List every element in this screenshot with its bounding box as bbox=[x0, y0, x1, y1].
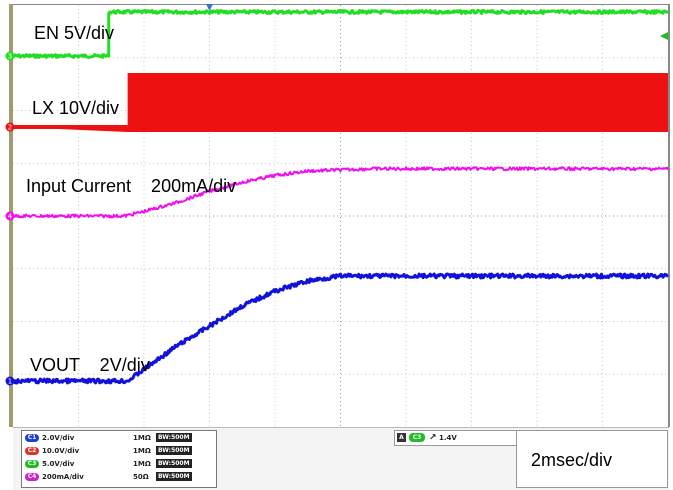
channel-scale: 10.0V/div bbox=[42, 447, 80, 455]
timebase-panel[interactable]: 2msec/div bbox=[516, 430, 668, 488]
plot-right-border bbox=[668, 4, 670, 427]
trigger-position-marker bbox=[206, 4, 213, 11]
trigger-level: 1.4V bbox=[439, 434, 457, 442]
trigger-panel[interactable]: A C3 ↗ 1.4V bbox=[394, 430, 518, 446]
rising-edge-icon: ↗ bbox=[429, 433, 437, 443]
lx-switching-band bbox=[13, 73, 668, 132]
channel-scale: 5.0V/div bbox=[42, 460, 75, 468]
channel-marker-label: 4 bbox=[8, 213, 13, 221]
bandwidth-badge: BW:500M bbox=[156, 459, 192, 468]
channel-chip-c1: C1 bbox=[25, 434, 39, 442]
channel-marker-4[interactable] bbox=[5, 211, 15, 221]
channel-chip-c3: C3 bbox=[25, 460, 39, 468]
channel-scale: 200mA/div bbox=[42, 473, 84, 481]
trigger-channel-chip: C3 bbox=[409, 433, 425, 442]
channel-row-c4[interactable]: C4 200mA/div 50Ω BW:500M bbox=[25, 472, 213, 483]
channel-scale: 2.0V/div bbox=[42, 434, 75, 442]
trigger-level-marker bbox=[660, 32, 668, 40]
channel-marker-label: 2 bbox=[8, 124, 12, 132]
trace-line-3 bbox=[12, 166, 669, 219]
channel-marker-2[interactable] bbox=[5, 122, 15, 132]
channel-impedance: 1MΩ bbox=[133, 447, 151, 455]
lx-label: LX 10V/div bbox=[32, 98, 120, 118]
channel-impedance: 1MΩ bbox=[133, 460, 151, 468]
status-bar: C1 2.0V/div 1MΩ BW:500M C2 10.0V/div 1MΩ… bbox=[13, 427, 669, 490]
channel-markers: 3 2 4 1 bbox=[5, 51, 15, 386]
lx-baseline bbox=[13, 125, 128, 129]
channel-row-c3[interactable]: C3 5.0V/div 1MΩ BW:500M bbox=[25, 459, 213, 470]
traces bbox=[11, 9, 670, 385]
vout-label: VOUT 2V/div bbox=[30, 355, 150, 375]
channel-chip-c4: C4 bbox=[25, 473, 39, 481]
channel-marker-3[interactable] bbox=[5, 51, 15, 61]
channel-impedance: 50Ω bbox=[133, 473, 149, 481]
trigger-mode-badge: A bbox=[397, 433, 406, 442]
channel-settings-panel[interactable]: C1 2.0V/div 1MΩ BW:500M C2 10.0V/div 1MΩ… bbox=[21, 430, 217, 488]
en-label: EN 5V/div bbox=[34, 23, 115, 43]
channel-row-c1[interactable]: C1 2.0V/div 1MΩ BW:500M bbox=[25, 433, 213, 444]
trace-line-4 bbox=[11, 272, 669, 385]
trace-3 bbox=[12, 166, 669, 219]
channel-marker-label: 3 bbox=[8, 53, 12, 61]
trace-4 bbox=[11, 272, 669, 385]
trace-line-1 bbox=[12, 9, 670, 59]
plot-top-border bbox=[11, 4, 669, 5]
bandwidth-badge: BW:500M bbox=[156, 433, 192, 442]
trace-1 bbox=[12, 9, 670, 59]
channel-impedance: 1MΩ bbox=[133, 434, 151, 442]
timebase-label: 2msec/div bbox=[531, 450, 613, 470]
channel-chip-c2: C2 bbox=[25, 447, 39, 455]
channel-row-c2[interactable]: C2 10.0V/div 1MΩ BW:500M bbox=[25, 446, 213, 457]
channel-marker-1[interactable] bbox=[5, 376, 15, 386]
bandwidth-badge: BW:500M bbox=[156, 446, 192, 455]
trace-2 bbox=[13, 73, 668, 132]
channel-marker-label: 1 bbox=[8, 378, 12, 386]
bandwidth-badge: BW:500M bbox=[156, 472, 192, 481]
input-current-label: Input Current 200mA/div bbox=[26, 176, 237, 196]
